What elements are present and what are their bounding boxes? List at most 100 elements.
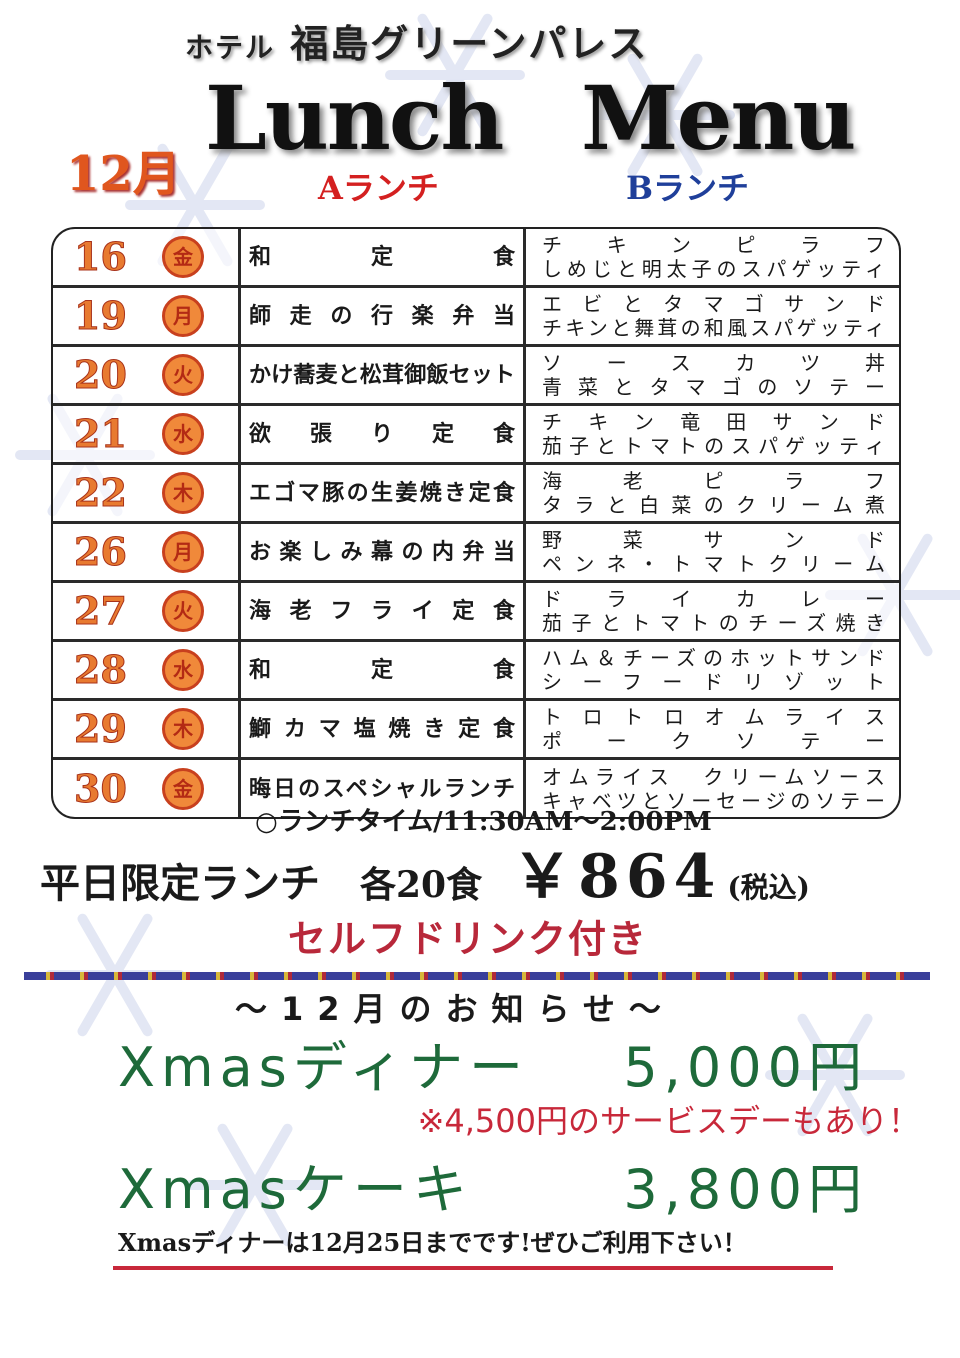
day-number: 21 (74, 411, 128, 456)
self-drink-note: セルフドリンク付き (288, 916, 649, 961)
a-lunch-item: エゴマ豚の生姜焼き定食 (249, 480, 515, 506)
b-lunch-cell: ドライカレー 茄子とトマトのチーズ焼き (526, 583, 899, 639)
b-lunch-cell: ハム＆チーズのホットサンド シーフードリゾット (526, 642, 899, 698)
page-title: Lunch Menu (205, 66, 856, 170)
footer-note: Xmasディナーは12月25日までです!ぜひご利用下さい！ (118, 1228, 747, 1257)
b-lunch-item-main: チキンピラフ (542, 233, 885, 257)
menu-row: 20 火かけ蕎麦と松茸御飯セット ソースカツ丼 青菜とタマゴのソテー (53, 347, 899, 406)
tax-note: (税込) (727, 871, 810, 904)
day-number: 28 (74, 647, 128, 692)
date-cell: 30 金 (53, 760, 241, 817)
b-lunch-cell: ソースカツ丼 青菜とタマゴのソテー (526, 347, 899, 403)
b-lunch-item-main: オムライス クリームソース (542, 764, 885, 789)
weekday-badge: 木 (162, 708, 204, 750)
b-lunch-item-side: ペンネ・トマトクリーム (542, 552, 885, 576)
date-cell: 29 木 (53, 701, 241, 757)
b-lunch-item-side: 茄子とトマトのスパゲッティ (542, 434, 885, 458)
b-lunch-item-main: エビとタマゴサンド (542, 292, 885, 316)
weekday-badge: 月 (162, 295, 204, 337)
b-lunch-cell: オムライス クリームソース キャベツとソーセージのソテー (526, 760, 899, 817)
b-lunch-item-main: チキン竜田サンド (542, 410, 885, 434)
a-lunch-cell: 鰤カマ塩焼き定食 (241, 701, 526, 757)
serving-count: 各20食 (360, 864, 483, 906)
a-lunch-cell: お楽しみ幕の内弁当 (241, 524, 526, 580)
day-number: 29 (74, 706, 128, 751)
a-lunch-item: 欲張り定食 (249, 421, 515, 447)
day-number: 20 (74, 352, 128, 397)
a-lunch-cell: かけ蕎麦と松茸御飯セット (241, 347, 526, 403)
date-cell: 22 木 (53, 465, 241, 521)
day-number: 19 (74, 293, 128, 338)
date-cell: 16 金 (53, 229, 241, 285)
hotel-name-text: 福島グリーンパレス (290, 21, 649, 66)
divider (24, 972, 930, 980)
day-number: 22 (74, 470, 128, 515)
b-lunch-item-side: 茄子とトマトのチーズ焼き (542, 611, 885, 635)
weekday-badge: 金 (162, 236, 204, 278)
hotel-prefix: ホテル (185, 31, 276, 64)
xmas-dinner-price: 5,000円 (623, 1036, 868, 1099)
date-cell: 27 火 (53, 583, 241, 639)
menu-row: 27 火海老フライ定食 ドライカレー 茄子とトマトのチーズ焼き (53, 583, 899, 642)
day-number: 30 (74, 765, 128, 811)
xmas-dinner-row: Xmasディナー 5,000円 (118, 1036, 868, 1100)
a-lunch-item: 和定食 (249, 244, 515, 270)
a-lunch-cell: エゴマ豚の生姜焼き定食 (241, 465, 526, 521)
date-cell: 28 水 (53, 642, 241, 698)
notice-heading: ～12月のお知らせ～ (235, 990, 675, 1028)
a-lunch-heading: Aランチ (318, 169, 439, 207)
hotel-name: ホテル 福島グリーンパレス (185, 22, 648, 70)
a-lunch-item: 和定食 (249, 657, 515, 683)
menu-table: 16 金和定食 チキンピラフ しめじと明太子のスパゲッティ 19 月師走の行楽弁当 エビとタ… (51, 227, 901, 819)
a-lunch-item: 師走の行楽弁当 (249, 303, 515, 329)
b-lunch-cell: 野菜サンド ペンネ・トマトクリーム (526, 524, 899, 580)
b-lunch-item-side: しめじと明太子のスパゲッティ (542, 257, 885, 281)
a-lunch-cell: 和定食 (241, 642, 526, 698)
footer-underline (113, 1266, 833, 1270)
b-lunch-cell: トロトロオムライス ポークソテー (526, 701, 899, 757)
b-lunch-cell: エビとタマゴサンド チキンと舞茸の和風スパゲッティ (526, 288, 899, 344)
b-lunch-item-main: ハム＆チーズのホットサンド (542, 646, 885, 670)
snowflake-icon (180, 1110, 330, 1260)
a-lunch-cell: 欲張り定食 (241, 406, 526, 462)
a-lunch-cell: 師走の行楽弁当 (241, 288, 526, 344)
weekday-badge: 月 (162, 531, 204, 573)
menu-row: 26 月お楽しみ幕の内弁当 野菜サンド ペンネ・トマトクリーム (53, 524, 899, 583)
menu-row: 19 月 師走の行楽弁当 エビとタマゴサンド チキンと舞茸の和風スパゲッティ (53, 288, 899, 347)
weekday-badge: 火 (162, 354, 204, 396)
xmas-cake-row: Xmasケーキ 3,800円 (118, 1158, 868, 1222)
weekday-badge: 木 (162, 472, 204, 514)
b-lunch-item-main: 海老ピラフ (542, 469, 885, 493)
b-lunch-item-main: ソースカツ丼 (542, 351, 885, 375)
a-lunch-cell: 海老フライ定食 (241, 583, 526, 639)
weekday-badge: 金 (162, 767, 204, 810)
price-line: 平日限定ランチ 各20食 ￥864 (税込) (40, 842, 810, 923)
lunch-price: ￥864 (512, 842, 722, 912)
a-lunch-item: 鰤カマ塩焼き定食 (249, 716, 515, 742)
b-lunch-heading: Bランチ (626, 169, 750, 207)
weekday-badge: 水 (162, 413, 204, 455)
snowflake-icon (590, 40, 740, 190)
day-number: 26 (74, 529, 128, 574)
b-lunch-item-side: シーフードリゾット (542, 670, 885, 694)
menu-row: 21 水 欲張り定食 チキン竜田サンド 茄子とトマトのスパゲッティ (53, 406, 899, 465)
xmas-cake-label: Xmasケーキ (118, 1158, 473, 1221)
b-lunch-item-side: ポークソテー (542, 729, 885, 753)
lunch-time: ○ランチタイム/11:30AM～2:00PM (255, 807, 712, 837)
a-lunch-item: かけ蕎麦と松茸御飯セット (249, 362, 515, 388)
menu-row: 22 木 エゴマ豚の生姜焼き定食 海老ピラフ タラと白菜のクリーム煮 (53, 465, 899, 524)
xmas-dinner-label: Xmasディナー (118, 1036, 530, 1099)
b-lunch-item-main: ドライカレー (542, 587, 885, 611)
b-lunch-item-main: 野菜サンド (542, 528, 885, 552)
a-lunch-cell: 和定食 (241, 229, 526, 285)
menu-row: 16 金和定食 チキンピラフ しめじと明太子のスパゲッティ (53, 229, 899, 288)
date-cell: 21 水 (53, 406, 241, 462)
b-lunch-item-side: キャベツとソーセージのソテー (542, 788, 885, 813)
weekday-badge: 火 (162, 590, 204, 632)
b-lunch-item-side: 青菜とタマゴのソテー (542, 375, 885, 399)
b-lunch-item-main: トロトロオムライス (542, 705, 885, 729)
weekday-limited-label: 平日限定ランチ (40, 860, 320, 907)
b-lunch-item-side: タラと白菜のクリーム煮 (542, 493, 885, 517)
xmas-cake-price: 3,800円 (623, 1158, 868, 1221)
snowflake-icon (380, 0, 530, 150)
